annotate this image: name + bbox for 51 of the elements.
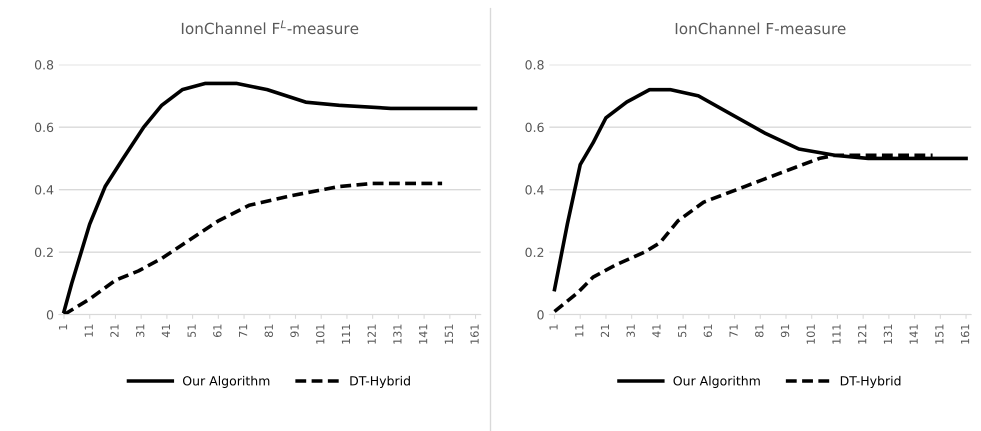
x-tick-label: 81 [264, 324, 273, 338]
x-tick-label: 31 [626, 324, 635, 337]
x-tick-label: 11 [84, 324, 93, 337]
x-tick-label: 151 [444, 324, 454, 344]
x-tick-label: 51 [188, 324, 196, 337]
x-tick-label: 101 [806, 324, 815, 344]
x-tick-label: 141 [419, 324, 428, 344]
x-tick-label: 161 [470, 324, 479, 344]
x-tick-label: 141 [910, 324, 918, 344]
chart-title: IonChannel F-measure [676, 22, 846, 34]
legend-label: DT-Hybrid [350, 376, 410, 388]
y-tick-label: 0 [46, 310, 54, 320]
x-tick-label: 51 [678, 324, 686, 337]
x-tick-label: 11 [575, 324, 584, 337]
legend-label: DT-Hybrid [840, 376, 900, 388]
x-tick-label: 71 [239, 324, 248, 337]
x-tick-label: 91 [780, 324, 790, 338]
x-tick-label: 101 [316, 324, 324, 344]
chart-title: IonChannel F$^{L}$-measure [182, 20, 358, 34]
x-tick-label: 31 [136, 324, 144, 337]
x-tick-label: 21 [600, 324, 610, 337]
x-tick-label: 21 [110, 324, 119, 337]
y-tick-label: 0.8 [525, 60, 544, 70]
x-tick-label: 151 [935, 324, 944, 344]
legend-label: Our Algorithm [673, 376, 760, 388]
y-tick-label: 0.2 [34, 248, 53, 258]
x-tick-label: 71 [730, 324, 738, 337]
x-tick-label: 131 [884, 324, 892, 344]
legend-label: Our Algorithm [182, 376, 270, 388]
x-tick-label: 91 [290, 324, 299, 338]
y-tick-label: 0.6 [34, 122, 54, 132]
y-tick-label: 0.4 [525, 185, 544, 195]
x-tick-label: 161 [960, 324, 970, 344]
x-tick-label: 41 [162, 324, 170, 338]
y-tick-label: 0 [537, 310, 544, 320]
x-tick-label: 111 [342, 324, 350, 344]
y-tick-label: 0.4 [34, 185, 54, 195]
y-tick-label: 0.8 [34, 60, 54, 70]
x-tick-label: 61 [213, 324, 222, 338]
x-tick-label: 1 [549, 324, 558, 330]
x-tick-label: 121 [858, 324, 866, 344]
x-tick-label: 61 [704, 324, 712, 338]
y-tick-label: 0.2 [525, 248, 544, 258]
x-tick-label: 111 [832, 324, 841, 344]
y-tick-label: 0.6 [525, 122, 544, 132]
x-tick-label: 81 [755, 324, 764, 338]
x-tick-label: 41 [652, 324, 660, 338]
x-tick-label: 121 [367, 324, 376, 344]
x-tick-label: 131 [393, 324, 402, 344]
x-tick-label: 1 [58, 324, 68, 330]
line-series [62, 82, 478, 314]
